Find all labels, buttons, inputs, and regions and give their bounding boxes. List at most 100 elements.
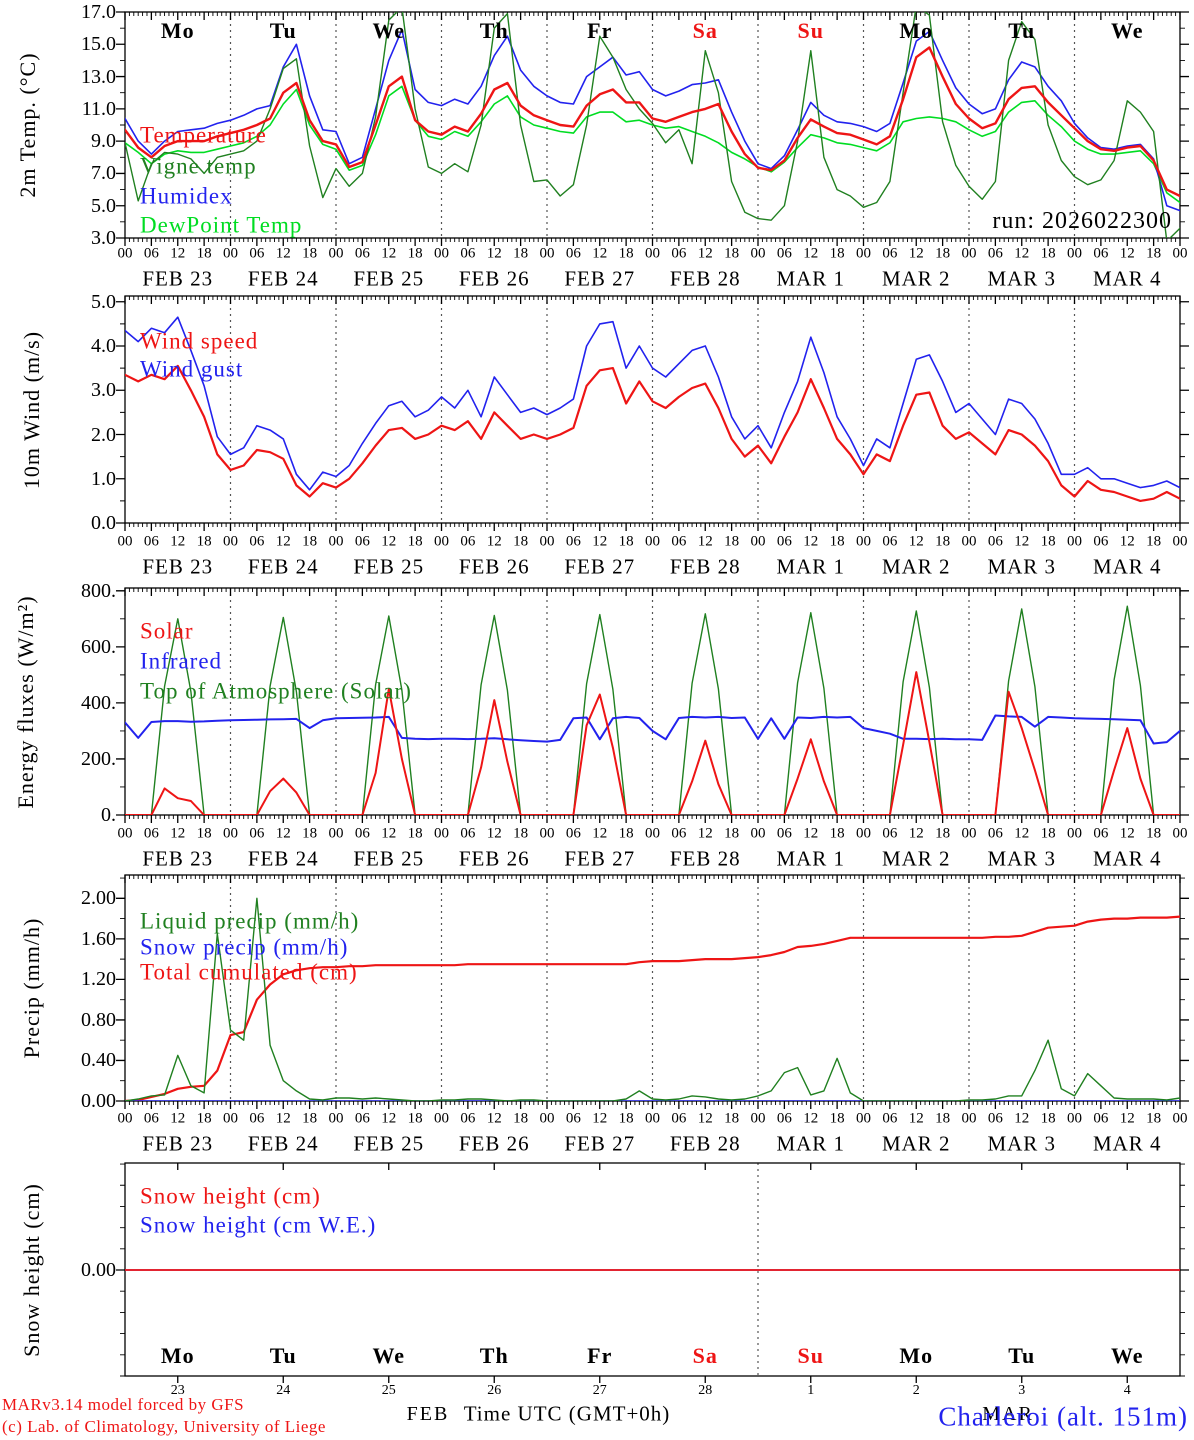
day-name-label: Fr: [587, 18, 613, 43]
day-name-label: Tu: [1008, 1343, 1036, 1368]
x-hour-label: 06: [249, 825, 265, 842]
x-hour-label: 06: [776, 1110, 792, 1127]
date-label: FEB 25: [353, 846, 425, 871]
x-hour-label: 18: [302, 825, 318, 842]
x-hour-label: 18: [407, 825, 423, 842]
y-tick-label: 9.0: [91, 130, 116, 153]
x-hour-label: 00: [539, 825, 555, 842]
date-label: MAR 1: [776, 266, 846, 291]
day-name-label: Mo: [160, 18, 195, 43]
x-hour-label: 18: [1146, 1110, 1162, 1127]
x-hour-label: 18: [1146, 825, 1162, 842]
date-label: FEB 23: [142, 846, 214, 871]
x-hour-label: 18: [513, 245, 529, 262]
y-tick-label: 600.: [81, 635, 116, 658]
series-temperature: [125, 46, 1180, 198]
date-label: MAR 3: [987, 846, 1057, 871]
x-hour-label: 12: [908, 533, 924, 550]
x-hour-label: 06: [987, 245, 1003, 262]
y-tick-label: 3.0: [91, 379, 116, 402]
date-label: MAR 1: [776, 846, 846, 871]
x-hour-label: 18: [935, 245, 951, 262]
x-hour-label: 12: [908, 245, 924, 262]
x-hour-label: 06: [882, 1110, 898, 1127]
day-number-label: 3: [1018, 1383, 1026, 1398]
x-hour-label: 06: [249, 1110, 265, 1127]
x-hour-label: 00: [539, 245, 555, 262]
x-hour-label: 12: [486, 825, 502, 842]
x-hour-label: 00: [1067, 1110, 1082, 1127]
date-label: FEB 23: [142, 1131, 214, 1156]
x-hour-label: 18: [935, 825, 951, 842]
x-hour-label: 00: [539, 533, 555, 550]
date-label: FEB 25: [353, 1131, 425, 1156]
y-tick-label: 13.0: [81, 65, 116, 88]
x-hour-label: 12: [275, 533, 291, 550]
day-name-label: We: [1110, 1343, 1144, 1368]
y-axis-title: 10m Wind (m/s): [19, 330, 44, 489]
y-tick-label: 200.: [81, 747, 116, 770]
y-tick-label: 15.0: [81, 33, 116, 56]
date-label: FEB 26: [458, 1131, 530, 1156]
y-tick-label: 0.00: [81, 1259, 116, 1282]
date-label: MAR 3: [987, 554, 1057, 579]
y-tick-label: 0.80: [81, 1008, 116, 1031]
x-hour-label: 12: [803, 1110, 819, 1127]
x-hour-label: 12: [1119, 533, 1135, 550]
x-hour-label: 12: [1119, 245, 1135, 262]
x-hour-label: 06: [565, 1110, 581, 1127]
legend-item: DewPoint Temp: [140, 212, 303, 238]
x-hour-label: 06: [565, 533, 581, 550]
x-hour-label: 06: [354, 825, 370, 842]
legend-item: Infrared: [140, 648, 223, 674]
date-label: FEB 26: [458, 266, 530, 291]
x-hour-label: 18: [196, 1110, 212, 1127]
x-hour-label: 00: [223, 245, 238, 262]
y-tick-label: 0.0: [91, 512, 116, 534]
y-tick-label: 2.00: [81, 887, 116, 910]
x-hour-label: 00: [223, 1110, 238, 1127]
y-tick-label: 11.0: [81, 97, 116, 120]
day-number-label: 26: [487, 1383, 502, 1398]
series-liquid-precip-mm-h-: [125, 897, 1180, 1101]
day-name-label: We: [1110, 18, 1144, 43]
x-hour-label: 12: [170, 245, 186, 262]
date-label: FEB 28: [669, 1131, 741, 1156]
x-hour-label: 18: [407, 533, 423, 550]
x-hour-label: 00: [117, 533, 133, 550]
x-hour-label: 12: [803, 533, 819, 550]
day-name-label: Th: [479, 1343, 509, 1368]
x-hour-label: 18: [829, 825, 845, 842]
series-dewpoint-temp: [125, 85, 1180, 204]
legend-item: Snow height (cm): [140, 1183, 321, 1209]
x-hour-label: 06: [1093, 825, 1109, 842]
x-hour-label: 06: [354, 533, 370, 550]
x-hour-label: 12: [275, 825, 291, 842]
x-hour-label: 00: [1172, 825, 1188, 842]
legend-item: Snow height (cm W.E.): [140, 1212, 377, 1238]
date-label: MAR 3: [987, 266, 1057, 291]
y-axis-title: Precip (mm/h): [19, 917, 44, 1059]
x-hour-label: 18: [935, 533, 951, 550]
x-hour-label: 18: [302, 245, 318, 262]
date-label: FEB 27: [564, 846, 636, 871]
panel-frame: [124, 11, 1181, 239]
x-hour-label: 06: [671, 825, 687, 842]
x-hour-label: 06: [565, 825, 581, 842]
day-name-label: Su: [797, 18, 824, 43]
x-hour-label: 12: [1119, 1110, 1135, 1127]
series-wind-gust: [125, 316, 1180, 491]
x-hour-label: 06: [1093, 245, 1109, 262]
panel-precipitation: [116, 874, 1189, 1109]
legend-item: Top of Atmosphere (Solar): [140, 678, 412, 704]
x-hour-label: 06: [565, 245, 581, 262]
legend-item: Vigne temp: [140, 153, 257, 179]
x-hour-label: 18: [829, 1110, 845, 1127]
panel-energy-fluxes: [116, 587, 1189, 823]
x-hour-label: 12: [592, 1110, 608, 1127]
x-hour-label: 06: [776, 245, 792, 262]
x-hour-label: 18: [829, 533, 845, 550]
x-hour-label: 18: [407, 245, 423, 262]
x-hour-label: 12: [1014, 245, 1030, 262]
day-name-label: Sa: [692, 1343, 718, 1368]
